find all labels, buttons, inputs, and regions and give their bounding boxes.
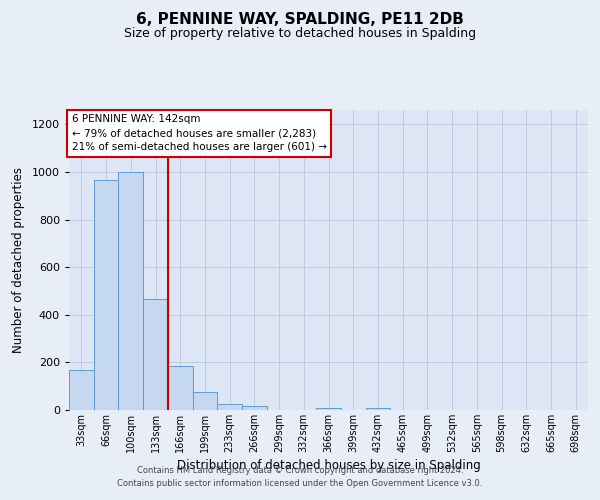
Bar [193, 392, 217, 410]
Bar [118, 172, 143, 410]
Bar [168, 366, 193, 410]
Bar [69, 370, 94, 410]
X-axis label: Distribution of detached houses by size in Spalding: Distribution of detached houses by size … [176, 459, 481, 472]
Y-axis label: Number of detached properties: Number of detached properties [12, 167, 25, 353]
Text: Size of property relative to detached houses in Spalding: Size of property relative to detached ho… [124, 28, 476, 40]
Bar [242, 406, 267, 410]
Text: Contains HM Land Registry data © Crown copyright and database right 2024.
Contai: Contains HM Land Registry data © Crown c… [118, 466, 482, 487]
Text: 6, PENNINE WAY, SPALDING, PE11 2DB: 6, PENNINE WAY, SPALDING, PE11 2DB [136, 12, 464, 28]
Bar [217, 404, 242, 410]
Bar [316, 408, 341, 410]
Text: 6 PENNINE WAY: 142sqm
← 79% of detached houses are smaller (2,283)
21% of semi-d: 6 PENNINE WAY: 142sqm ← 79% of detached … [71, 114, 326, 152]
Bar [94, 180, 118, 410]
Bar [365, 408, 390, 410]
Bar [143, 300, 168, 410]
